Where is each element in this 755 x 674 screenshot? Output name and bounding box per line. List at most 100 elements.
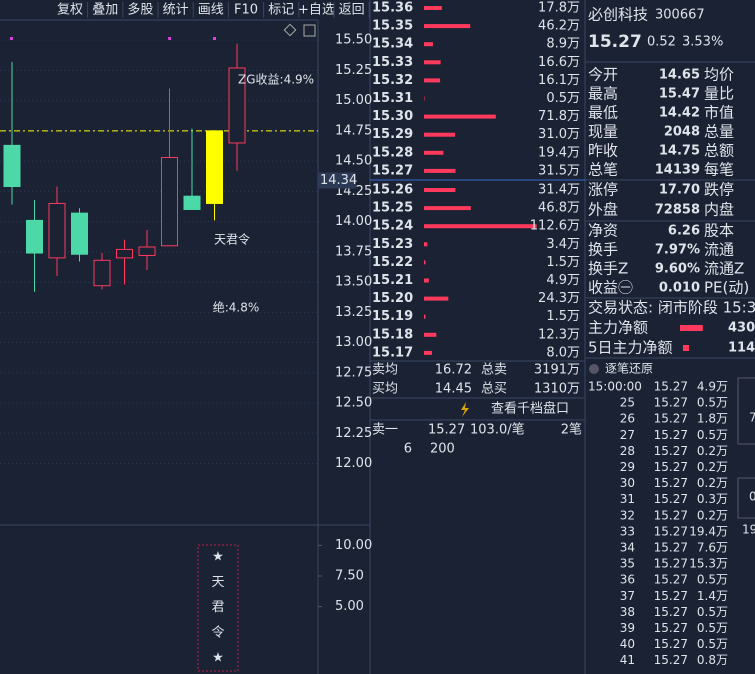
quote-label: 市值 — [704, 104, 734, 122]
quote-label: 换手Z — [588, 260, 628, 278]
quote-label: 最低 — [588, 104, 618, 122]
quote-label: 换手 — [588, 241, 618, 259]
toolbar-button[interactable]: 叠加 — [92, 3, 118, 18]
candle-body — [48, 202, 66, 259]
candle-body — [93, 259, 111, 287]
tick-volume: 0.5万 — [697, 637, 728, 651]
tick-volume: 19.4万 — [689, 524, 728, 538]
tick-volume: 0.2万 — [697, 476, 728, 490]
marker — [168, 37, 171, 40]
tick-time: 35 — [620, 557, 635, 571]
signal-box — [197, 544, 239, 672]
link[interactable]: 查看千档盘口 — [491, 401, 569, 417]
quote-label: PE(动) — [704, 279, 749, 297]
tick-time: 30 — [620, 476, 635, 490]
tick-time: 36 — [620, 573, 635, 587]
book-price: 15.33 — [372, 55, 413, 70]
toolbar-button[interactable]: 统计 — [163, 3, 189, 18]
tick-time: 25 — [620, 396, 635, 410]
book-volume: 3.4万 — [546, 237, 580, 252]
quote-value: 6.26 — [668, 224, 700, 239]
summary-value: 3191万 — [534, 363, 580, 378]
icon[interactable] — [303, 24, 316, 37]
book-price: 15.18 — [372, 327, 413, 342]
quote-value: 14139 — [655, 163, 700, 178]
quote-label: 今开 — [588, 66, 618, 84]
book-price: 15.23 — [372, 237, 413, 252]
book-volume: 112.6万 — [530, 219, 580, 234]
y-tick-label: 12.50 — [335, 396, 372, 411]
book-bar — [424, 296, 449, 301]
quote-label: 总额 — [704, 142, 734, 160]
tick-volume: 0.8万 — [697, 653, 728, 667]
book-bar — [424, 24, 471, 29]
book-price: 15.24 — [372, 219, 413, 234]
tick-price: 15.27 — [654, 444, 688, 458]
toolbar-button[interactable]: 复权 — [57, 2, 83, 18]
summary-label: 总买 — [481, 382, 507, 397]
signal-char: 令 — [211, 625, 224, 640]
tick-time: 28 — [620, 444, 635, 458]
candle-body — [71, 212, 88, 255]
tick-price: 15.27 — [654, 508, 688, 522]
signal-char: ★ — [212, 651, 224, 666]
book-price: 15.21 — [372, 273, 413, 288]
tick-price: 15.27 — [654, 460, 688, 474]
annotation: ZG收益:4.9% — [238, 73, 314, 87]
candle-body — [26, 219, 43, 254]
tick-price: 15.27 — [654, 653, 688, 667]
y-tick-label: 14.50 — [335, 154, 372, 169]
tick-volume: 0.3万 — [697, 492, 728, 506]
book-bar — [424, 150, 444, 155]
tick-time: 40 — [620, 637, 635, 651]
toolbar-button[interactable]: 画线 — [198, 3, 224, 18]
quote-value: 14.75 — [659, 144, 700, 159]
toolbar-button[interactable]: 标记 — [268, 3, 294, 18]
toolbar-button[interactable]: F10 — [234, 3, 258, 18]
tick-volume: 0.2万 — [697, 460, 728, 474]
y-tick-label: 13.50 — [335, 275, 372, 290]
toolbar-button[interactable]: 返回 — [339, 3, 365, 18]
icon[interactable] — [283, 23, 297, 37]
book-bar — [424, 278, 429, 283]
stock-code: 300667 — [655, 8, 705, 23]
toolbar-button[interactable]: 多股 — [127, 2, 153, 18]
book-volume: 12.3万 — [538, 327, 580, 342]
book-volume: 46.8万 — [538, 201, 580, 216]
quote-label: 内盘 — [704, 201, 734, 219]
candle-body — [183, 195, 201, 210]
book-volume: 4.9万 — [546, 273, 580, 288]
quote-label: 外盘 — [588, 201, 618, 219]
book-price: 15.35 — [372, 19, 413, 34]
signal-char: ★ — [212, 550, 224, 565]
quote-value: 72858 — [655, 203, 700, 218]
quote-label: 总笔 — [588, 161, 618, 179]
y-tick-label: 14.75 — [335, 123, 372, 138]
summary-label: 总卖 — [481, 363, 507, 378]
quote-label: 流通Z — [704, 260, 744, 278]
tick-price: 15.27 — [654, 412, 688, 426]
book-price: 15.29 — [372, 127, 413, 142]
signal-char: 君 — [211, 600, 224, 615]
book-bar — [424, 6, 442, 10]
book-volume: 24.3万 — [538, 291, 580, 306]
tick-volume: 7.6万 — [697, 541, 728, 555]
edge-text: 0 — [749, 490, 755, 504]
book-volume: 17.8万 — [538, 1, 580, 16]
quote-label: 均价 — [704, 66, 734, 84]
y-tick-label: 14.00 — [335, 214, 372, 229]
y-tick-label: 13.00 — [335, 335, 372, 350]
icon — [461, 402, 469, 417]
y-tick-label: 15.25 — [335, 63, 372, 78]
quote-value: 0.010 — [659, 281, 700, 296]
tick-price: 15.27 — [654, 621, 688, 635]
book-price: 15.36 — [372, 1, 413, 16]
book-price: 15.19 — [372, 309, 413, 324]
book-volume: 46.2万 — [538, 19, 580, 34]
toolbar-button[interactable]: +自选 — [298, 3, 335, 18]
stock-change: 0.52 — [647, 35, 676, 50]
icon[interactable] — [589, 364, 599, 374]
tick-time: 41 — [620, 653, 635, 667]
y-tick-label: 12.00 — [335, 456, 372, 471]
